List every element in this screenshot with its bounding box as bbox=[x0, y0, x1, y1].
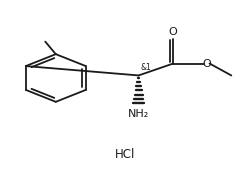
Text: O: O bbox=[169, 27, 177, 37]
Text: NH₂: NH₂ bbox=[128, 109, 149, 119]
Text: HCl: HCl bbox=[115, 148, 135, 161]
Text: &1: &1 bbox=[140, 63, 151, 72]
Text: O: O bbox=[202, 58, 211, 69]
